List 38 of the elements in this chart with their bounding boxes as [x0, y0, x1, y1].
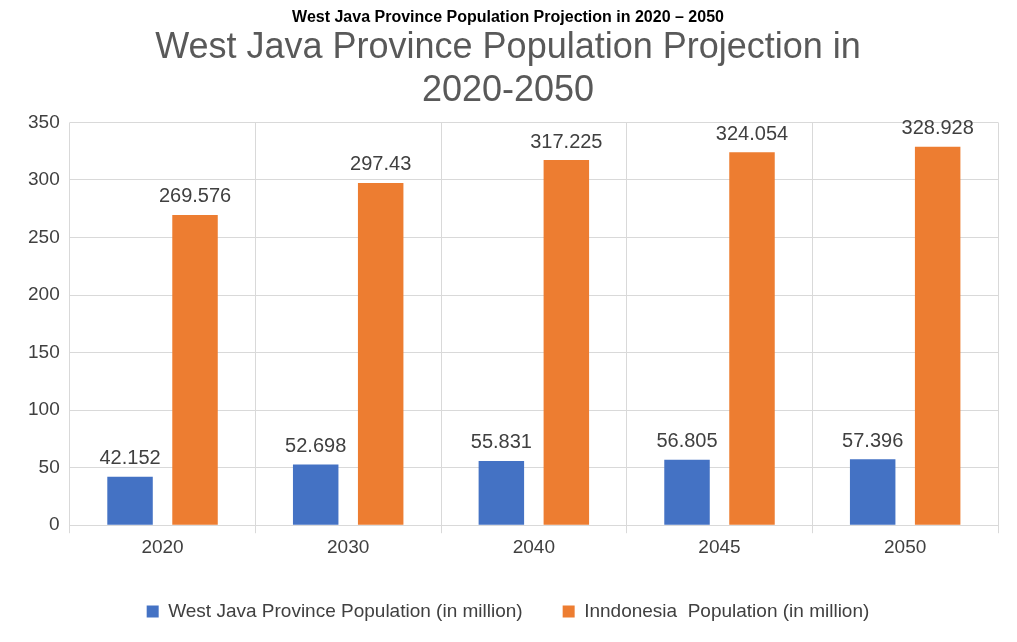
data-label: 52.698: [285, 434, 347, 457]
x-tick-label: 2050: [884, 535, 927, 557]
y-tick-label: 50: [38, 455, 60, 477]
x-tick-label: 2045: [698, 535, 741, 557]
data-label: 297.43: [350, 152, 412, 175]
legend-label: West Java Province Population (in million): [168, 599, 523, 621]
x-tick-label: 2030: [327, 535, 370, 557]
bar: [729, 152, 775, 525]
y-tick-label: 200: [28, 283, 60, 305]
y-tick-label: 100: [28, 398, 60, 420]
bar: [107, 476, 153, 525]
x-tick-label: 2040: [512, 535, 555, 557]
data-label: 57.396: [842, 428, 904, 451]
bar: [849, 459, 896, 525]
text: 2020-2050: [421, 67, 595, 109]
bar: [543, 160, 590, 525]
data-label: 324.054: [715, 121, 789, 144]
y-tick-label: 150: [28, 340, 60, 362]
bar: [664, 459, 710, 525]
bar: [478, 460, 525, 525]
data-label: 328.928: [901, 116, 974, 139]
data-label: 56.805: [656, 429, 718, 452]
data-label: 269.576: [158, 184, 232, 207]
text: West Java Province Population Projection in: [155, 24, 861, 66]
y-tick-label: 250: [28, 225, 60, 247]
data-label: 42.152: [99, 446, 161, 469]
bar: [172, 214, 218, 525]
legend-label: Inndonesia Population (in million): [584, 599, 870, 621]
bar: [357, 182, 404, 525]
bar: [292, 464, 339, 525]
y-tick-label: 350: [28, 110, 60, 132]
text: West Java Province Population Projection in 2020 – 2050: [291, 8, 725, 26]
data-label: 55.831: [470, 430, 532, 453]
bar: [914, 146, 961, 525]
y-tick-label: 300: [28, 168, 60, 190]
x-tick-label: 2020: [141, 535, 184, 557]
data-label: 317.225: [530, 129, 603, 152]
y-tick-label: 0: [49, 513, 60, 535]
